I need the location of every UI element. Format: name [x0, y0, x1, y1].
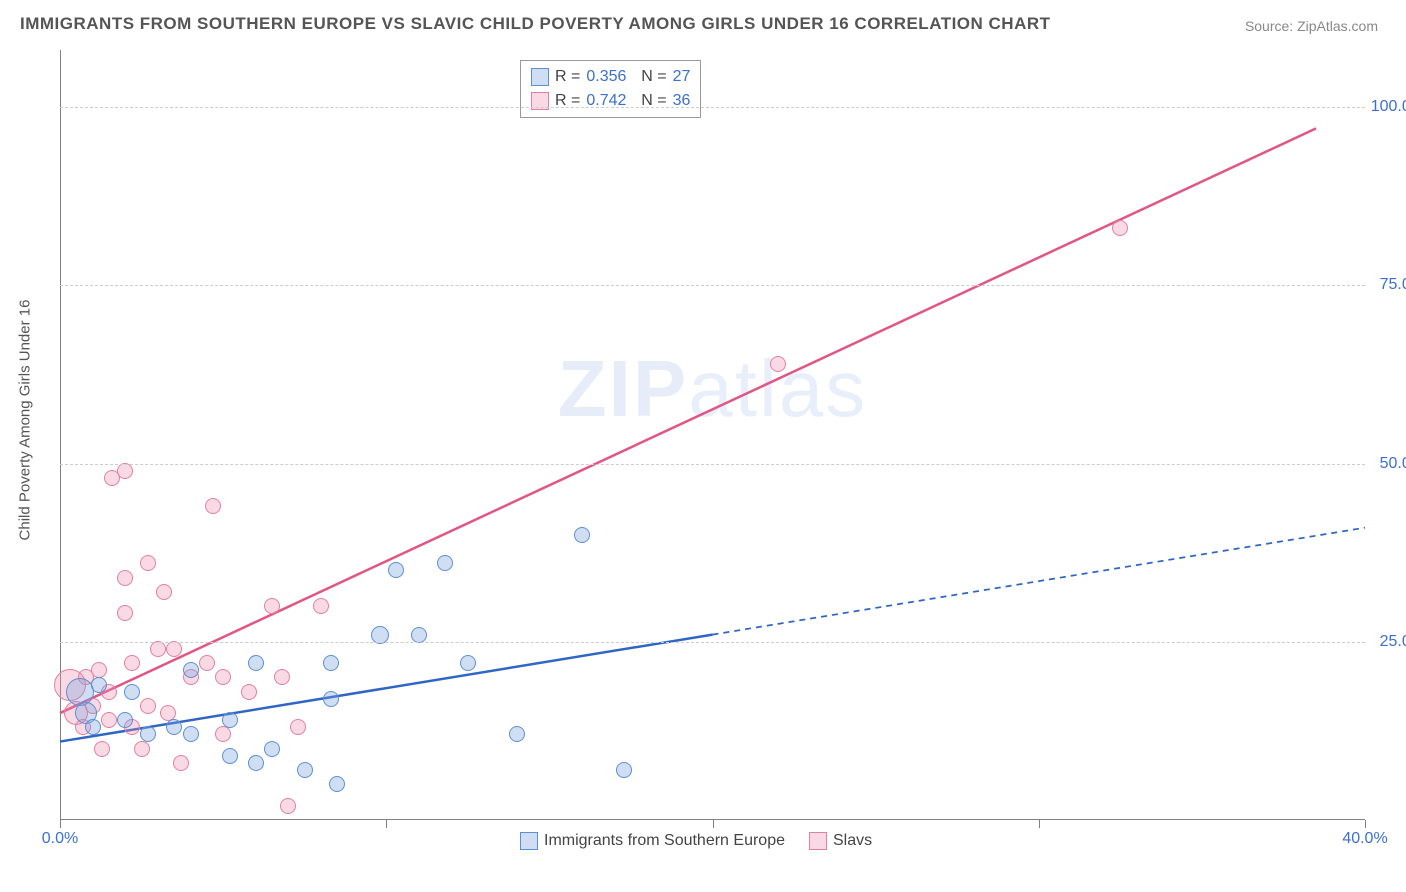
chart-area: ZIPatlas R = 0.356 N = 27 R = 0.742 N = … [60, 50, 1365, 820]
data-point [134, 741, 150, 757]
gridline [60, 642, 1365, 643]
data-point [91, 677, 107, 693]
x-tick [60, 820, 61, 828]
x-tick [1039, 820, 1040, 828]
data-point [124, 655, 140, 671]
x-tick [386, 820, 387, 828]
data-point [140, 698, 156, 714]
data-point [297, 762, 313, 778]
data-point [411, 627, 427, 643]
y-axis-label: Child Poverty Among Girls Under 16 [17, 300, 34, 541]
data-point [616, 762, 632, 778]
y-tick-label: 100.0% [1370, 98, 1406, 116]
data-point [574, 527, 590, 543]
data-point [460, 655, 476, 671]
gridline [60, 464, 1365, 465]
data-point [183, 726, 199, 742]
data-point [215, 669, 231, 685]
data-point [173, 755, 189, 771]
data-point [323, 691, 339, 707]
data-point [215, 726, 231, 742]
data-point [388, 562, 404, 578]
data-point [205, 498, 221, 514]
x-tick-label: 40.0% [1342, 830, 1387, 848]
data-point [140, 726, 156, 742]
data-point [124, 684, 140, 700]
data-point [264, 741, 280, 757]
y-tick-label: 25.0% [1370, 633, 1406, 651]
data-point [222, 748, 238, 764]
data-point [199, 655, 215, 671]
data-point [85, 719, 101, 735]
series-legend: Immigrants from Southern Europe Slavs [520, 832, 872, 850]
x-tick [713, 820, 714, 828]
data-point [183, 662, 199, 678]
data-point [117, 712, 133, 728]
chart-title: IMMIGRANTS FROM SOUTHERN EUROPE VS SLAVI… [20, 14, 1051, 34]
data-point [117, 463, 133, 479]
data-point [770, 356, 786, 372]
swatch-icon [809, 832, 827, 850]
data-point [166, 641, 182, 657]
x-tick [1365, 820, 1366, 828]
y-tick-label: 75.0% [1370, 276, 1406, 294]
data-point [140, 555, 156, 571]
data-point [117, 570, 133, 586]
data-point [94, 741, 110, 757]
data-point [437, 555, 453, 571]
data-point [101, 712, 117, 728]
gridline [60, 285, 1365, 286]
legend-item: Slavs [809, 832, 872, 850]
data-point [329, 776, 345, 792]
data-point [264, 598, 280, 614]
source-attribution: Source: ZipAtlas.com [1245, 18, 1378, 34]
swatch-icon [520, 832, 538, 850]
data-point [280, 798, 296, 814]
data-point [66, 678, 94, 706]
y-tick-label: 50.0% [1370, 455, 1406, 473]
data-point [150, 641, 166, 657]
data-point [248, 755, 264, 771]
data-point [323, 655, 339, 671]
gridline [60, 107, 1365, 108]
marker-layer [60, 50, 1365, 820]
data-point [222, 712, 238, 728]
data-point [156, 584, 172, 600]
data-point [290, 719, 306, 735]
data-point [313, 598, 329, 614]
legend-item: Immigrants from Southern Europe [520, 832, 785, 850]
data-point [117, 605, 133, 621]
data-point [509, 726, 525, 742]
data-point [274, 669, 290, 685]
data-point [241, 684, 257, 700]
x-tick-label: 0.0% [42, 830, 78, 848]
data-point [166, 719, 182, 735]
data-point [1112, 220, 1128, 236]
data-point [248, 655, 264, 671]
